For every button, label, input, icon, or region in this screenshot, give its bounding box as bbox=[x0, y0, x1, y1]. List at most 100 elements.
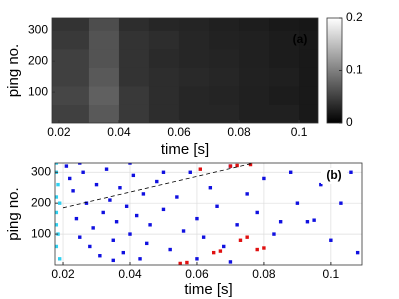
heat-cell bbox=[52, 85, 90, 105]
point bbox=[178, 261, 182, 265]
point bbox=[262, 246, 266, 250]
x-tick-label: 0.06 bbox=[185, 267, 209, 281]
y-tick-label: 200 bbox=[28, 53, 48, 67]
colorbar-tick-label: 0 bbox=[346, 115, 353, 129]
heat-cell bbox=[88, 18, 120, 31]
heat-cell bbox=[178, 30, 210, 50]
heat-cell bbox=[178, 85, 210, 105]
point bbox=[329, 238, 333, 242]
heat-cell bbox=[209, 30, 240, 50]
point bbox=[124, 204, 129, 208]
point bbox=[108, 198, 112, 202]
heat-cell bbox=[148, 18, 180, 31]
x-tick-label: 0.08 bbox=[252, 267, 276, 281]
point bbox=[57, 201, 62, 205]
heat-cell bbox=[148, 104, 180, 123]
point bbox=[101, 210, 105, 215]
point bbox=[118, 186, 122, 190]
heat-cell bbox=[299, 30, 318, 50]
point bbox=[98, 254, 102, 258]
point bbox=[211, 250, 216, 255]
point bbox=[145, 241, 149, 246]
point bbox=[71, 189, 75, 193]
heat-cell bbox=[269, 30, 300, 50]
heat-cell bbox=[239, 85, 270, 105]
point bbox=[128, 163, 132, 165]
x-tick-label: 0.1 bbox=[323, 267, 340, 281]
point bbox=[134, 213, 139, 218]
point bbox=[121, 250, 125, 255]
heat-cell bbox=[118, 85, 150, 105]
point bbox=[55, 210, 59, 215]
point bbox=[141, 192, 146, 196]
heat-cell bbox=[209, 85, 240, 105]
point bbox=[248, 163, 253, 167]
heat-cell bbox=[52, 104, 90, 123]
heat-cell bbox=[88, 30, 120, 50]
x-tick-label: 0.02 bbox=[51, 267, 75, 281]
point bbox=[128, 232, 132, 236]
heat-cell bbox=[52, 67, 90, 87]
heat-cell bbox=[269, 104, 300, 123]
point bbox=[195, 216, 199, 221]
point bbox=[215, 204, 219, 208]
heat-cell bbox=[239, 104, 270, 123]
point bbox=[168, 247, 172, 252]
heat-cell bbox=[299, 67, 318, 87]
heat-cell bbox=[148, 48, 180, 68]
point bbox=[312, 218, 316, 222]
point bbox=[262, 176, 266, 181]
y-axis-label: ping no. bbox=[5, 44, 22, 97]
heat-cell bbox=[88, 67, 120, 87]
point bbox=[255, 210, 259, 215]
heat-cell bbox=[148, 85, 180, 105]
point bbox=[255, 247, 259, 252]
heat-cell bbox=[299, 18, 318, 31]
point bbox=[228, 260, 233, 264]
heat-cell bbox=[269, 48, 300, 68]
point bbox=[131, 173, 136, 178]
heat-cell bbox=[269, 18, 300, 31]
point bbox=[161, 207, 166, 212]
heat-cell bbox=[299, 104, 318, 123]
x-tick-label: 0.06 bbox=[167, 125, 191, 139]
point bbox=[55, 223, 59, 227]
heat-cell bbox=[209, 104, 240, 123]
y-tick-label: 300 bbox=[28, 23, 48, 37]
heat-cell bbox=[88, 85, 120, 105]
point bbox=[78, 163, 82, 165]
point bbox=[155, 179, 159, 184]
x-tick-label: 0.02 bbox=[47, 125, 71, 139]
point bbox=[288, 170, 293, 174]
point bbox=[228, 164, 233, 168]
heat-cell bbox=[209, 48, 240, 68]
annotation: (a) bbox=[293, 32, 308, 46]
x-tick-label: 0.04 bbox=[118, 267, 142, 281]
point bbox=[148, 223, 152, 227]
point bbox=[84, 201, 89, 205]
heat-cell bbox=[239, 30, 270, 50]
point bbox=[218, 249, 223, 253]
point bbox=[201, 235, 206, 239]
heat-cell bbox=[178, 48, 210, 68]
point bbox=[138, 257, 142, 261]
point bbox=[295, 201, 300, 205]
x-axis-label: time [s] bbox=[184, 281, 232, 298]
heat-cell bbox=[88, 104, 120, 123]
point bbox=[238, 238, 243, 242]
heat-cell bbox=[52, 48, 90, 68]
colorbar-tick-label: 0.2 bbox=[346, 10, 363, 24]
point bbox=[198, 167, 202, 171]
heat-cell bbox=[118, 67, 150, 87]
heat-cell bbox=[239, 18, 270, 31]
point bbox=[181, 229, 186, 233]
heat-cell bbox=[269, 85, 300, 105]
y-tick-label: 100 bbox=[31, 226, 51, 240]
point bbox=[111, 238, 115, 242]
point bbox=[91, 226, 95, 230]
heat-cell bbox=[269, 67, 300, 87]
point bbox=[305, 220, 310, 224]
point bbox=[68, 176, 72, 181]
point bbox=[235, 223, 239, 227]
